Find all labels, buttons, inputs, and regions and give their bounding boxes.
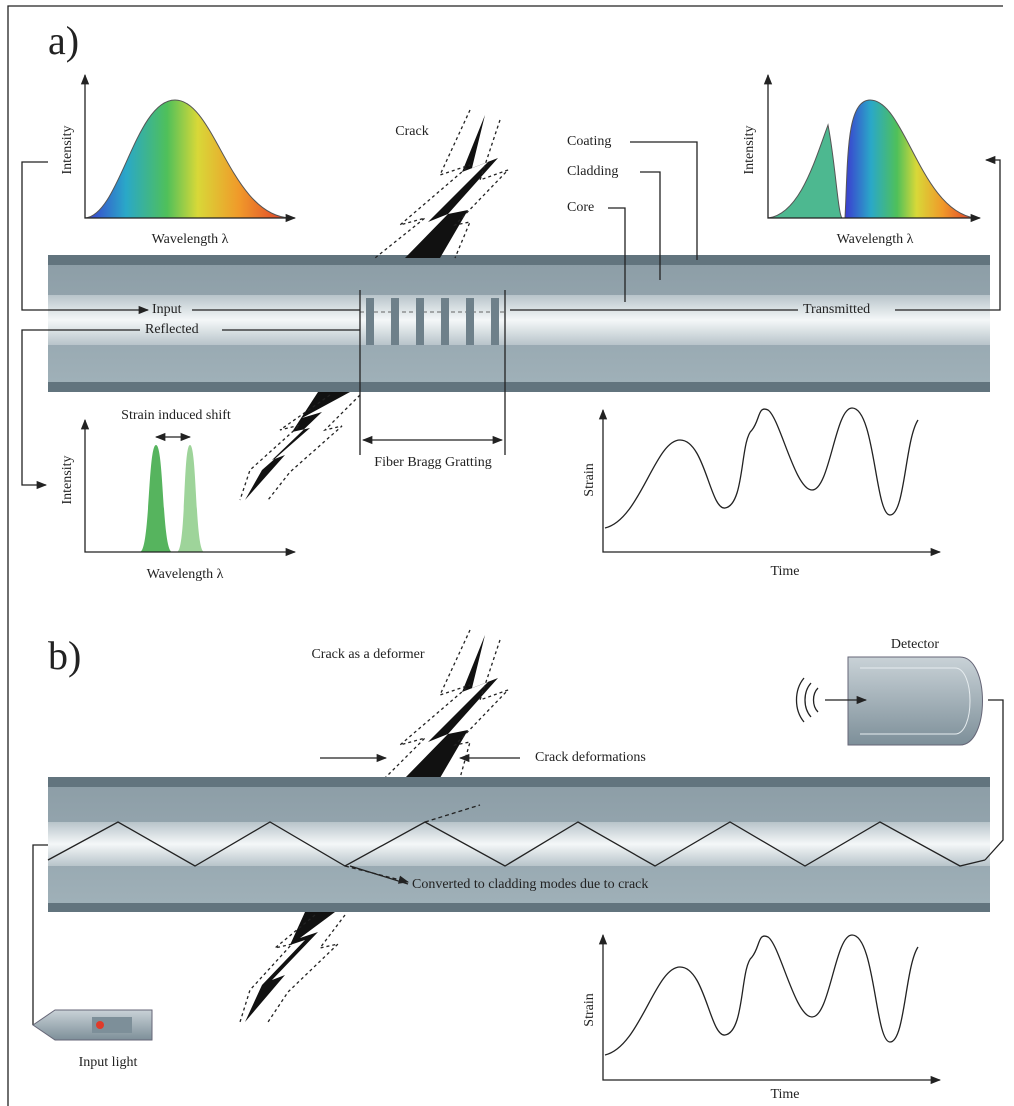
layer-callouts: Coating Cladding Core xyxy=(567,134,698,302)
axis-label: Time xyxy=(770,1087,799,1102)
signal-label: Input xyxy=(152,302,182,317)
strain-plot: Strain Time xyxy=(582,407,942,579)
detector: Detector xyxy=(795,637,983,746)
signal-label: Transmitted xyxy=(803,302,870,317)
panel-label: a) xyxy=(48,18,79,63)
crack-label: Crack xyxy=(395,124,428,139)
axis-label: Strain xyxy=(582,993,597,1026)
reflected-spectrum: Strain induced shift Intensity Wavelengt… xyxy=(60,408,297,582)
light-source: Input light xyxy=(32,844,153,1070)
grating-label: Fiber Bragg Gratting xyxy=(374,455,491,470)
deformation-label: Crack deformations xyxy=(535,750,646,765)
axis-label: Intensity xyxy=(60,456,75,505)
axis-label: Intensity xyxy=(742,126,757,175)
layer-label: Cladding xyxy=(567,164,618,179)
cladding-mode-label: Converted to cladding modes due to crack xyxy=(412,877,648,892)
crack: Crack as a deformer Crack deformations xyxy=(311,629,646,779)
input-spectrum: Intensity Wavelength λ xyxy=(60,73,297,247)
layer-label: Coating xyxy=(567,134,611,149)
layer-label: Core xyxy=(567,200,594,215)
axis-label: Strain xyxy=(582,463,597,496)
crack-label: Crack as a deformer xyxy=(311,647,424,662)
detector-label: Detector xyxy=(891,637,940,652)
signal-label: Reflected xyxy=(145,322,199,337)
frame xyxy=(7,5,1003,1106)
grating-bracket: Fiber Bragg Gratting xyxy=(359,290,506,470)
crack: Crack xyxy=(374,109,509,259)
axis-label: Wavelength λ xyxy=(147,567,224,582)
axis-label: Wavelength λ xyxy=(152,232,229,247)
fiber xyxy=(48,255,990,392)
shift-label: Strain induced shift xyxy=(121,408,231,423)
transmitted-spectrum: Intensity Wavelength λ xyxy=(742,73,982,247)
panel-label: b) xyxy=(48,633,81,678)
axis-label: Time xyxy=(770,564,799,579)
axis-label: Intensity xyxy=(60,126,75,175)
strain-plot: Strain Time xyxy=(582,933,942,1102)
source-label: Input light xyxy=(79,1055,138,1070)
crack xyxy=(239,392,361,501)
signal-paths: Input Reflected Transmitted xyxy=(21,155,1001,490)
crack xyxy=(239,912,346,1023)
axis-label: Wavelength λ xyxy=(837,232,914,247)
fiber xyxy=(47,777,990,912)
